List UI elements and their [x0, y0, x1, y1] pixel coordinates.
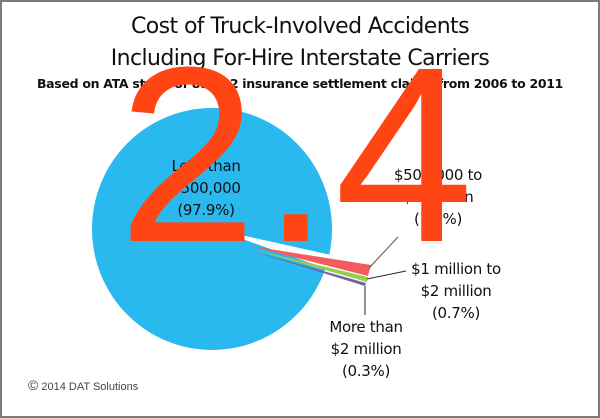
copyright: © 2014 DAT Solutions — [28, 377, 138, 393]
label-line: (0.7%) — [431, 304, 480, 322]
chart-title-line-2: Including For-Hire Interstate Carriers — [110, 46, 490, 71]
copyright-text: 2014 DAT Solutions — [41, 381, 139, 393]
label-1m-2m: $1 million to $2 million (0.7%) — [395, 258, 517, 324]
leader-line-1m-2m — [366, 270, 407, 280]
overlay-number: 2.4 — [118, 15, 478, 294]
pie-slice-less-than-500k — [92, 108, 332, 350]
label-line: $1 million — [402, 188, 474, 206]
label-less-than-500k: Less than $500,000 (97.9%) — [146, 155, 266, 221]
pie-slice-1m-2m — [251, 249, 368, 282]
label-line: $2 million — [420, 282, 492, 300]
label-line: $2 million — [330, 340, 402, 358]
pie-slice-over-2m — [252, 251, 366, 286]
label-line: More than — [329, 318, 403, 336]
label-line: (1.1%) — [413, 210, 462, 228]
pie-slice-500k-1m — [250, 246, 371, 276]
label-line: (97.9%) — [177, 201, 235, 219]
chart-subtitle: Based on ATA study of 85,632 insurance s… — [36, 76, 564, 91]
label-over-2m: More than $2 million (0.3%) — [306, 316, 426, 382]
label-line: $1 million to — [411, 260, 501, 278]
copyright-icon: © — [28, 377, 39, 393]
leader-line-500k-1m — [368, 236, 399, 269]
label-line: $500,000 to — [393, 166, 483, 184]
label-line: $500,000 — [171, 179, 241, 197]
chart-title-line-1: Cost of Truck-Involved Accidents — [131, 14, 470, 39]
label-line: (0.3%) — [341, 362, 390, 380]
label-line: Less than — [171, 157, 241, 175]
label-500k-1m: $500,000 to $1 million (1.1%) — [378, 164, 498, 230]
